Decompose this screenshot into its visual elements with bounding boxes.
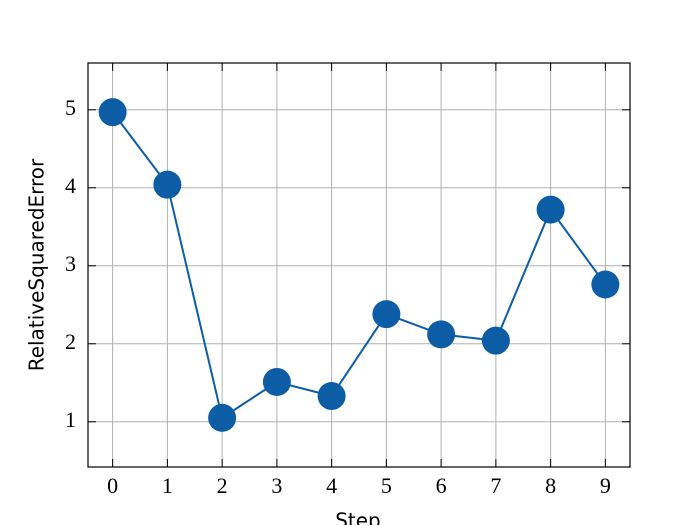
y-tick-label: 1 xyxy=(65,407,76,432)
x-tick-label: 8 xyxy=(545,473,556,498)
x-tick-label: 6 xyxy=(436,473,447,498)
marker xyxy=(481,326,510,355)
marker xyxy=(153,170,182,199)
x-axis-label: Step xyxy=(335,509,381,525)
marker xyxy=(591,270,620,299)
y-tick-label: 2 xyxy=(65,329,76,354)
x-tick-label: 3 xyxy=(271,473,282,498)
y-tick-label: 4 xyxy=(65,173,76,198)
y-tick-label: 3 xyxy=(65,251,76,276)
x-tick-label: 4 xyxy=(326,473,337,498)
marker xyxy=(98,98,127,127)
line xyxy=(111,111,607,420)
marker xyxy=(208,403,237,432)
plot-frame xyxy=(87,62,631,468)
x-tick-label: 1 xyxy=(162,473,173,498)
x-tick-label: 2 xyxy=(217,473,228,498)
marker xyxy=(427,320,456,349)
marker xyxy=(536,195,565,224)
marker xyxy=(317,382,346,411)
x-tick-label: 7 xyxy=(490,473,501,498)
x-tick-label: 5 xyxy=(381,473,392,498)
x-tick-label: 9 xyxy=(600,473,611,498)
y-axis-label: RelativeSquaredError xyxy=(25,158,49,371)
marker xyxy=(262,367,291,396)
y-tick-label: 5 xyxy=(65,95,76,120)
x-tick-label: 0 xyxy=(107,473,118,498)
marker xyxy=(372,300,401,329)
